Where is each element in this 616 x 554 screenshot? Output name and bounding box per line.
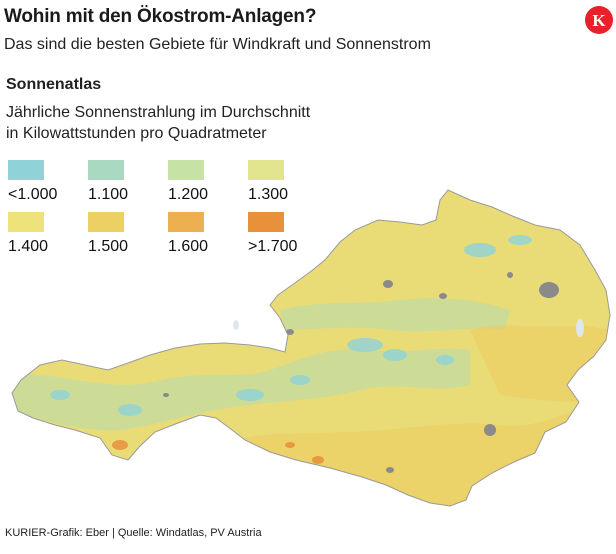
legend-swatch <box>88 212 124 232</box>
austria-border <box>11 189 611 507</box>
legend-swatch <box>248 212 284 232</box>
legend-item: 1.200 <box>168 160 238 204</box>
zone-cold-spots <box>50 235 532 416</box>
legend-item: 1.600 <box>168 212 238 256</box>
legend-item: >1.700 <box>248 212 318 256</box>
page-subtitle: Das sind die besten Gebiete für Windkraf… <box>4 36 431 53</box>
legend-swatch <box>168 212 204 232</box>
legend-swatch <box>8 212 44 232</box>
legend-swatch <box>248 160 284 180</box>
legend-swatch <box>8 160 44 180</box>
legend-item: 1.400 <box>8 212 78 256</box>
legend-label: <1.000 <box>8 186 58 203</box>
legend-section-title: Sonnenatlas <box>6 76 102 93</box>
legend-label: 1.200 <box>168 186 209 203</box>
legend-label: >1.700 <box>248 238 298 255</box>
legend-swatch <box>88 160 124 180</box>
legend-label: 1.600 <box>168 238 209 255</box>
kurier-logo-icon[interactable]: K <box>584 5 614 35</box>
legend-item: 1.300 <box>248 160 318 204</box>
urban-areas <box>163 272 559 473</box>
page-title: Wohin mit den Ökostrom-Anlagen? <box>4 6 317 27</box>
source-credit: KURIER-Grafik: Eber | Quelle: Windatlas,… <box>5 527 262 539</box>
legend-swatch <box>168 160 204 180</box>
legend-description-line-2: in Kilowattstunden pro Quadratmeter <box>6 125 267 142</box>
svg-text:K: K <box>592 11 606 30</box>
legend-item: <1.000 <box>8 160 78 204</box>
zone-alpine-north <box>280 298 510 332</box>
legend-label: 1.400 <box>8 238 49 255</box>
legend-description-line-1: Jährliche Sonnenstrahlung im Durchschnit… <box>6 104 311 121</box>
legend-item: 1.100 <box>88 160 158 204</box>
legend-item: 1.500 <box>88 212 158 256</box>
zone-hot-spots <box>112 440 324 464</box>
legend-label: 1.300 <box>248 186 289 203</box>
legend-description: Jährliche Sonnenstrahlung im Durchschnit… <box>6 102 310 144</box>
lakes <box>233 319 584 337</box>
legend-label: 1.500 <box>88 238 129 255</box>
legend-label: 1.100 <box>88 186 129 203</box>
